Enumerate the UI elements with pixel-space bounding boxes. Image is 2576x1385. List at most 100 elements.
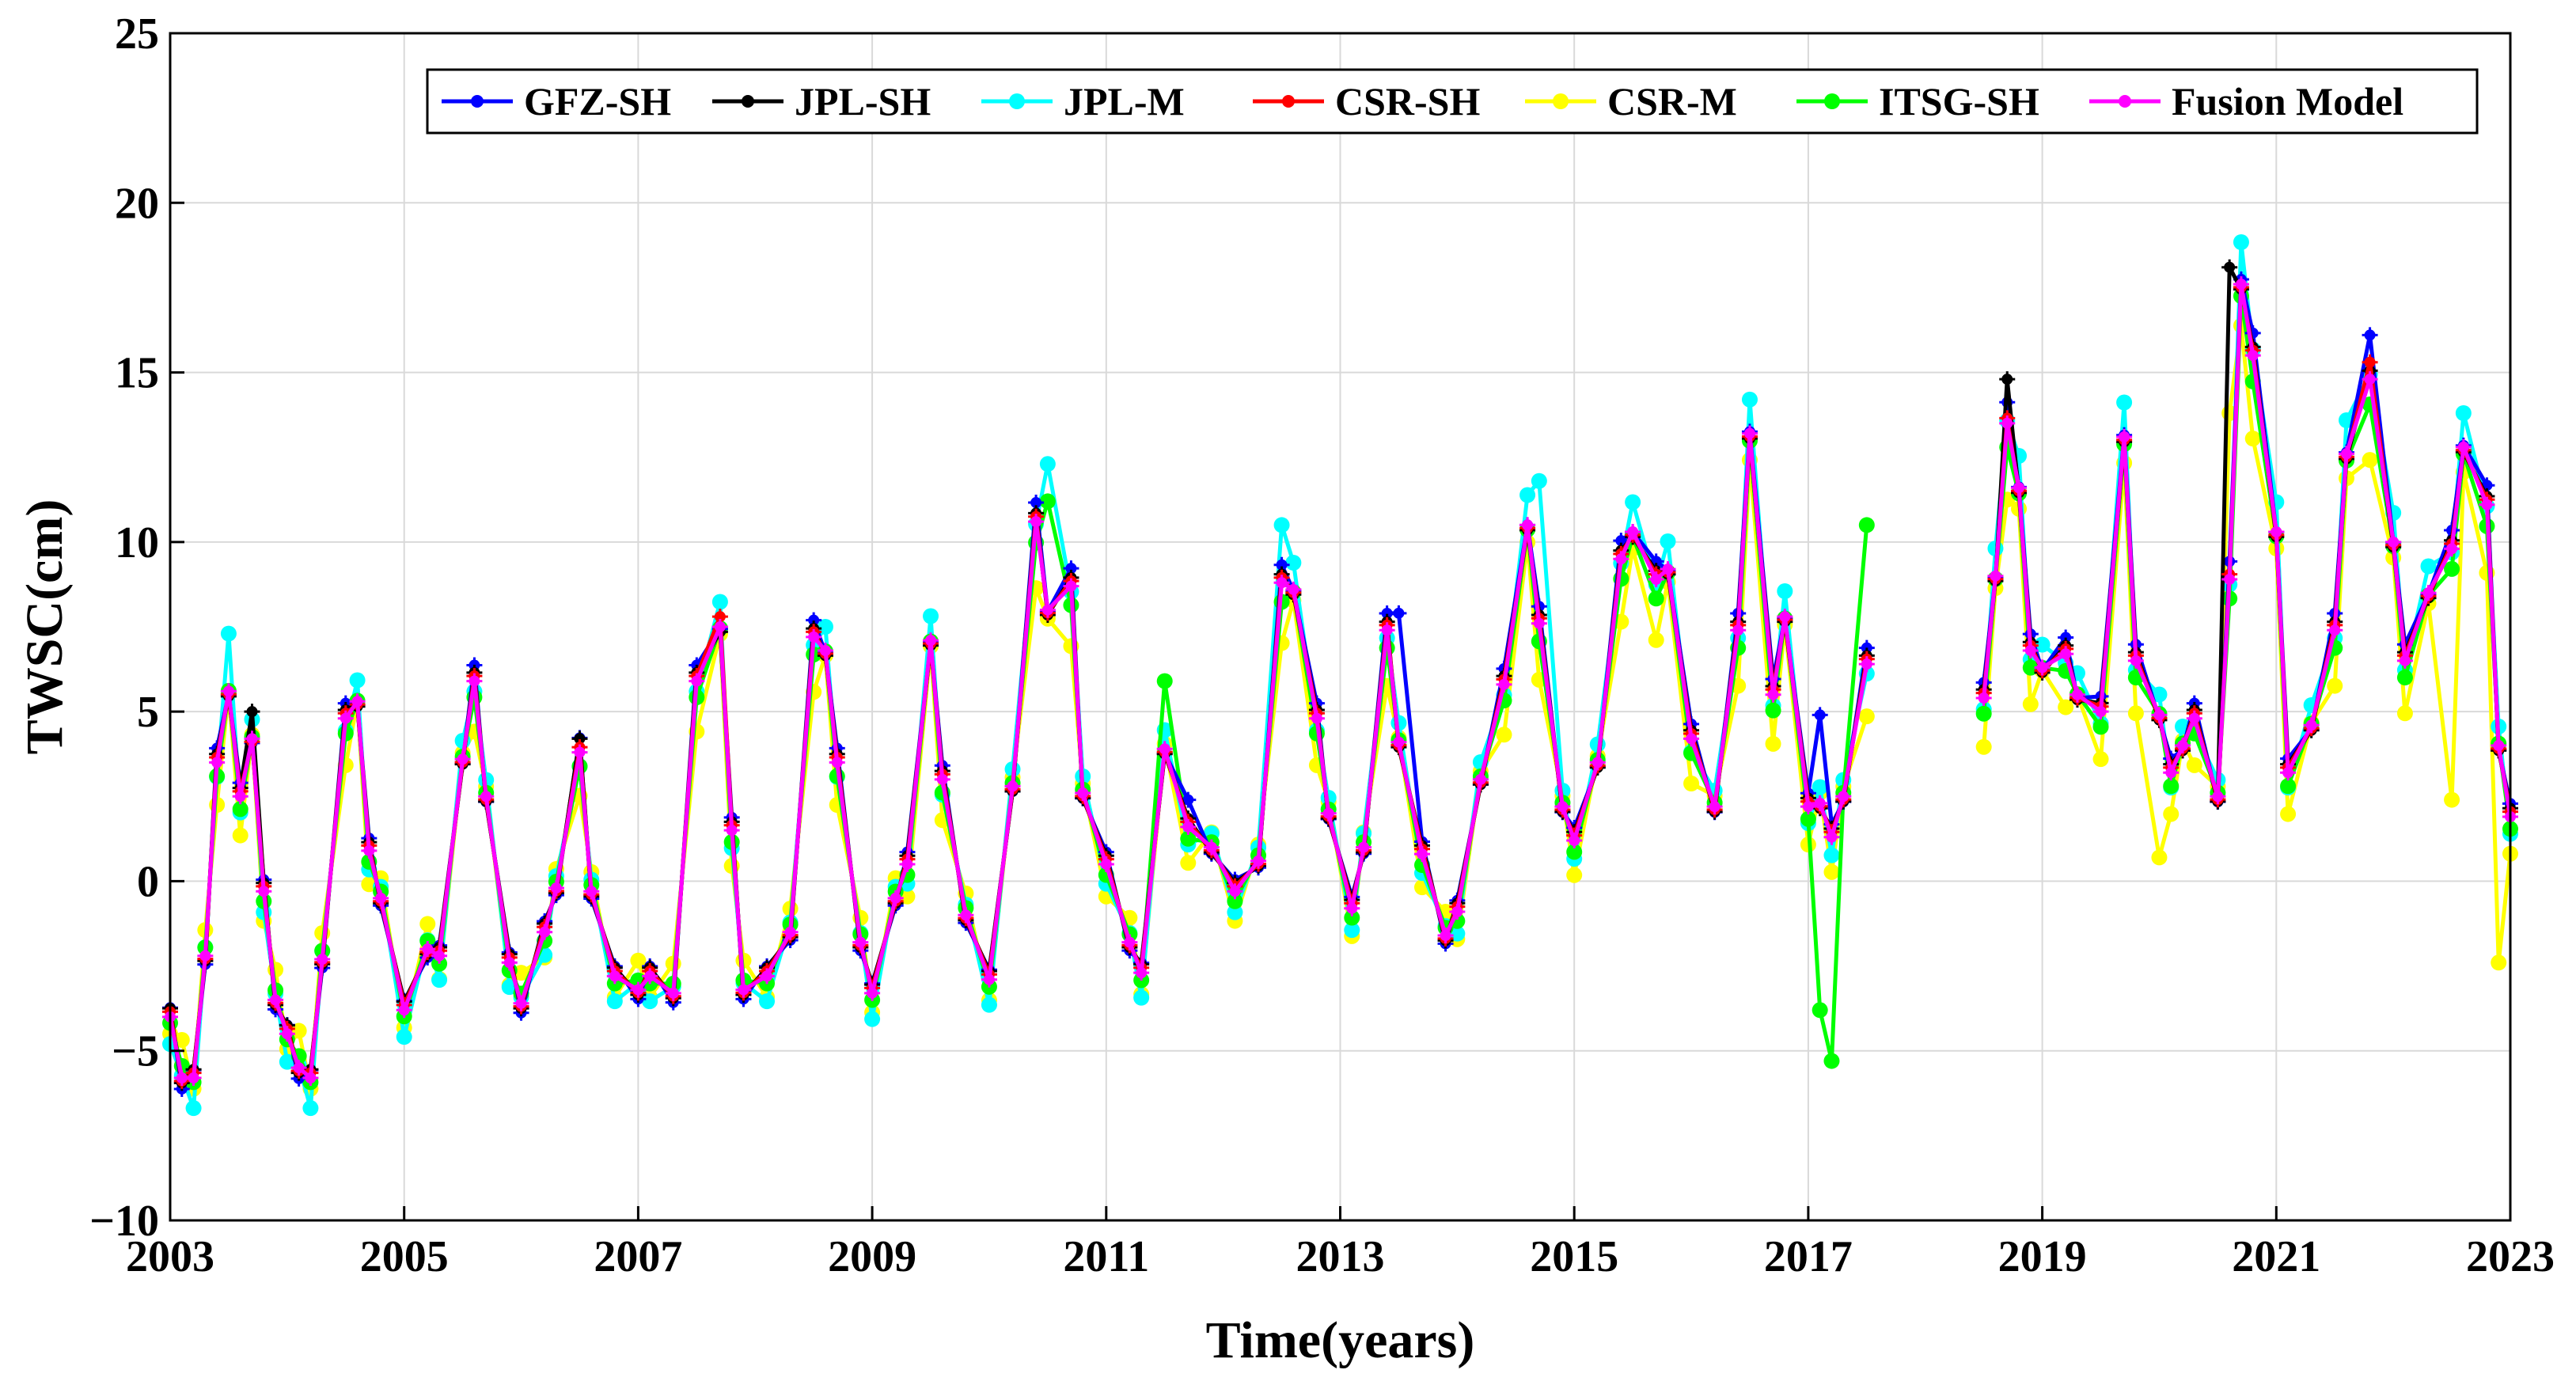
data-point-star [2186, 710, 2202, 727]
data-point [1975, 738, 1992, 755]
data-point [1133, 989, 1150, 1006]
data-point-star [2034, 659, 2051, 676]
data-point-star [2385, 533, 2402, 550]
data-point-star [2455, 438, 2472, 455]
data-point-star [1858, 656, 1875, 673]
x-tick-label: 2019 [1998, 1232, 2087, 1281]
data-point-star [1613, 551, 1629, 567]
x-tick-label: 2021 [2232, 1232, 2320, 1281]
x-tick-label: 2013 [1296, 1232, 1385, 1281]
data-point [1683, 776, 1700, 791]
data-point [1812, 1002, 1828, 1019]
data-point [2151, 849, 2168, 866]
data-point-star [2362, 354, 2378, 370]
data-point-star [267, 992, 284, 1008]
data-point-star [1320, 805, 1337, 822]
data-point [1180, 855, 1197, 871]
data-point [1648, 590, 1664, 607]
x-tick-label: 2017 [1764, 1232, 1853, 1281]
data-point-star [2362, 327, 2378, 343]
data-point [2116, 394, 2133, 411]
data-point [232, 827, 248, 844]
data-point-star [1227, 883, 1243, 900]
data-point-star [244, 704, 260, 720]
data-point-star [2396, 652, 2413, 669]
data-point-star [373, 890, 389, 906]
data-point [2396, 670, 2413, 686]
x-tick-label: 2009 [828, 1232, 916, 1281]
data-point-star [1098, 856, 1114, 872]
data-point-star [1812, 795, 1828, 811]
data-point [232, 801, 248, 818]
data-point-star [1812, 707, 1828, 723]
data-point-star [290, 1060, 307, 1076]
data-point [981, 996, 997, 1013]
data-point-star [1648, 571, 1664, 587]
grid [169, 32, 2511, 1221]
data-point-star [209, 754, 226, 771]
x-tick-label: 2005 [360, 1232, 449, 1281]
data-point-star [1625, 524, 1641, 540]
data-point-star [337, 710, 354, 727]
legend-marker [1553, 93, 1569, 109]
data-point-star [2092, 704, 2109, 720]
data-point [2396, 705, 2413, 722]
data-point [1858, 708, 1875, 725]
data-point-star [1250, 852, 1267, 869]
data-point-star [1121, 934, 1138, 951]
data-point-star [630, 981, 647, 998]
data-point-star [864, 985, 881, 1001]
legend-marker [471, 95, 484, 108]
data-point [2280, 778, 2297, 795]
legend-item: JPL-M [981, 79, 1185, 123]
legend-item: Fusion Model [2089, 79, 2403, 123]
data-point [2444, 560, 2460, 577]
data-point [711, 594, 728, 610]
data-point [1648, 632, 1664, 648]
data-point-star [478, 788, 495, 805]
data-point-star [1075, 785, 1091, 801]
data-point-star [1390, 605, 1407, 621]
series-layer [162, 234, 2518, 1117]
data-point-star [1496, 676, 1512, 692]
data-point-star [829, 754, 845, 771]
data-point-star [689, 673, 705, 689]
data-point-star [583, 883, 600, 900]
legend-marker [1282, 95, 1295, 108]
data-point-star [1741, 425, 1758, 442]
data-point-star [501, 954, 518, 971]
data-point [1800, 810, 1816, 827]
data-point [864, 1011, 881, 1027]
data-point-star [548, 880, 564, 896]
y-tick-label: 15 [115, 349, 159, 398]
data-point [2327, 677, 2343, 694]
legend-marker [742, 95, 754, 108]
data-point-star [711, 619, 728, 635]
data-point-star [2058, 646, 2074, 662]
data-point-star [665, 985, 681, 1001]
data-point-star [1519, 517, 1536, 533]
data-point-star [1449, 904, 1466, 920]
data-point [2163, 806, 2180, 822]
data-point [1741, 391, 1758, 408]
data-point-star [1706, 799, 1723, 815]
data-point [1765, 735, 1781, 752]
legend-label: CSR-M [1607, 79, 1737, 123]
data-point-star [2221, 259, 2238, 275]
data-point [1273, 517, 1290, 533]
data-point-star [431, 947, 448, 964]
series-fusion-model [162, 276, 2518, 1086]
data-point-star [735, 981, 752, 998]
data-point-star [1379, 622, 1395, 639]
data-point [396, 1029, 412, 1045]
data-point-star [571, 744, 588, 761]
data-point-star [723, 822, 740, 839]
data-point-star [2303, 717, 2320, 734]
data-point-star [1344, 900, 1360, 916]
data-point-star [361, 842, 377, 859]
data-point [1496, 727, 1512, 743]
x-tick-label: 2007 [594, 1232, 682, 1281]
legend-marker [2119, 95, 2131, 108]
data-point-star [1156, 741, 1173, 757]
data-point [2244, 431, 2261, 447]
